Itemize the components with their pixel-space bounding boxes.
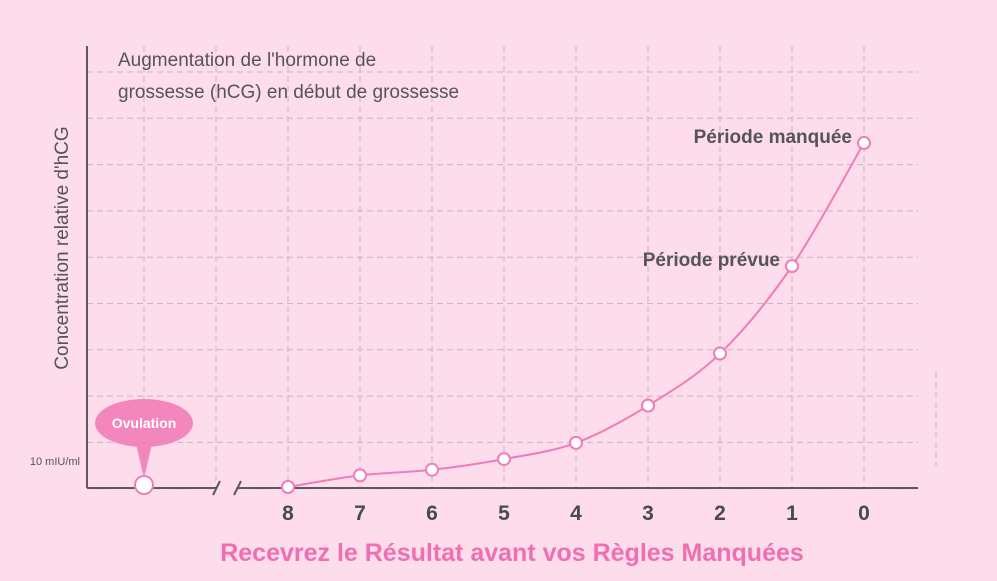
data-point-2 xyxy=(713,346,727,361)
ovulation-marker: Ovulation xyxy=(95,399,193,495)
data-point-5 xyxy=(497,452,511,467)
data-point-0 xyxy=(857,135,871,150)
x-tick-label-2: 2 xyxy=(714,502,726,525)
chart-title-line-2: grossesse (hCG) en début de grossesse xyxy=(118,82,459,103)
ovulation-bubble xyxy=(95,399,193,447)
x-tick-label-0: 0 xyxy=(858,502,870,525)
data-point-4 xyxy=(569,435,583,450)
axes xyxy=(86,46,918,496)
data-point-3 xyxy=(641,398,655,413)
grid-lines xyxy=(87,46,937,490)
axis-break-icon xyxy=(212,480,242,496)
annotation-label: Période prévue xyxy=(643,250,780,271)
annotation-label: Période manquée xyxy=(694,127,852,148)
data-point-6 xyxy=(425,462,439,477)
y-axis-label: Concentration relative d'hCG xyxy=(52,126,73,369)
x-tick-label-3: 3 xyxy=(642,502,654,525)
x-tick-label-5: 5 xyxy=(498,502,510,525)
x-tick-label-8: 8 xyxy=(282,502,294,525)
series-line xyxy=(287,142,865,488)
ovulation-bubble-pointer xyxy=(135,440,153,478)
annotations: Période prévue Période manquée xyxy=(643,127,852,271)
x-tick-label-6: 6 xyxy=(426,502,438,525)
data-point-8 xyxy=(281,480,295,494)
x-tick-label-1: 1 xyxy=(786,502,798,525)
data-point-1 xyxy=(785,259,799,274)
ovulation-label: Ovulation xyxy=(112,415,177,431)
chart-title-line-1: Augmentation de l'hormone de xyxy=(118,50,376,71)
x-tick-label-4: 4 xyxy=(570,502,582,525)
ovulation-point xyxy=(134,475,154,495)
data-point-7 xyxy=(353,468,367,483)
x-axis-label: Recevrez le Résultat avant vos Règles Ma… xyxy=(220,539,804,567)
y-min-label: 10 mIU/ml xyxy=(30,456,80,468)
x-tick-labels: 8 7 6 5 4 3 2 1 0 xyxy=(282,502,870,525)
x-tick-label-7: 7 xyxy=(354,502,366,525)
data-points xyxy=(281,135,871,494)
